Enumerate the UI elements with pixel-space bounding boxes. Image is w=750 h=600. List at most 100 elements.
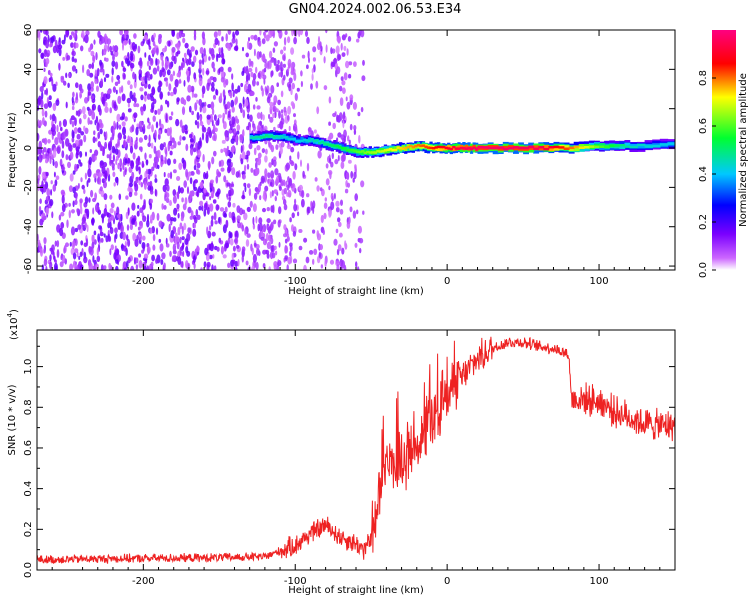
noise-speck — [256, 188, 260, 195]
ridge-segment — [469, 147, 474, 150]
noise-speck — [275, 63, 280, 72]
ridge-segment — [269, 134, 274, 138]
ridge-segment — [386, 148, 390, 154]
ridge-segment — [388, 148, 393, 151]
noise-speck — [57, 131, 61, 140]
noise-speck — [147, 185, 152, 191]
noise-speck — [231, 259, 236, 264]
noise-speck — [253, 34, 258, 41]
noise-speck — [286, 233, 290, 238]
noise-speck — [259, 120, 263, 126]
noise-speck — [79, 151, 83, 158]
ridge-segment — [411, 145, 415, 149]
noise-speck — [133, 97, 137, 104]
noise-speck — [323, 56, 326, 64]
noise-speck — [240, 82, 244, 88]
ridge-segment — [583, 146, 590, 149]
noise-speck — [330, 47, 333, 55]
ridge-segment — [401, 147, 405, 151]
noise-speck — [235, 171, 240, 178]
spectrogram-x-tick-label: 0 — [444, 276, 450, 287]
noise-speck — [243, 212, 248, 221]
noise-speck — [274, 168, 279, 176]
noise-speck — [355, 261, 358, 268]
noise-speck — [57, 44, 63, 50]
noise-speck — [138, 60, 143, 67]
noise-speck — [156, 47, 159, 54]
noise-speck — [92, 255, 95, 263]
noise-speck — [328, 185, 331, 191]
noise-speck — [40, 99, 44, 108]
noise-speck — [89, 44, 92, 51]
noise-speck — [115, 89, 118, 95]
noise-speck — [173, 140, 177, 149]
noise-speck — [88, 63, 92, 69]
noise-speck — [211, 231, 216, 237]
noise-speck — [242, 130, 245, 137]
noise-speck — [323, 85, 328, 91]
noise-speck — [118, 86, 122, 94]
noise-speck — [62, 56, 66, 61]
noise-speck — [225, 78, 229, 86]
ridge-segment — [573, 146, 580, 152]
ridge-segment — [373, 151, 377, 154]
noise-speck — [290, 47, 295, 55]
noise-speck — [203, 187, 207, 194]
noise-speck — [290, 161, 295, 167]
noise-speck — [156, 212, 160, 221]
noise-speck — [72, 252, 77, 260]
noise-speck — [159, 91, 164, 100]
ridge-segment — [462, 147, 466, 150]
ridge-segment — [285, 136, 289, 139]
noise-speck — [307, 206, 311, 214]
noise-speck — [113, 120, 116, 129]
noise-speck — [87, 178, 91, 183]
noise-speck — [308, 250, 314, 255]
colorbar-label: Normalized spectral amplitude — [738, 73, 749, 227]
noise-speck — [65, 138, 70, 147]
noise-speck — [40, 248, 43, 257]
noise-speck — [211, 108, 215, 116]
noise-speck — [353, 125, 357, 131]
noise-speck — [75, 82, 79, 89]
noise-speck — [91, 234, 94, 243]
noise-speck — [110, 51, 114, 56]
noise-speck — [124, 158, 128, 164]
noise-speck — [146, 93, 151, 100]
noise-speck — [75, 110, 78, 116]
noise-speck — [272, 105, 277, 112]
noise-speck — [248, 188, 252, 196]
ridge-segment — [452, 146, 456, 152]
ridge-segment — [343, 147, 347, 150]
noise-speck — [288, 192, 292, 198]
ridge-segment — [424, 145, 428, 149]
noise-speck — [125, 195, 129, 200]
noise-speck — [205, 131, 209, 139]
noise-speck — [147, 168, 152, 175]
noise-speck — [267, 178, 270, 184]
noise-speck — [115, 143, 118, 149]
noise-speck — [163, 205, 167, 210]
noise-speck — [241, 246, 246, 253]
noise-speck — [99, 122, 104, 129]
noise-speck — [352, 101, 357, 110]
ridge-segment — [371, 151, 375, 154]
noise-speck — [223, 213, 227, 218]
noise-speck — [45, 195, 50, 203]
noise-speck — [214, 37, 219, 46]
noise-speck — [89, 72, 94, 78]
ridge-segment — [381, 150, 385, 153]
noise-speck — [320, 214, 324, 224]
noise-speck — [236, 215, 241, 222]
noise-speck — [51, 211, 54, 219]
noise-speck — [346, 101, 351, 110]
noise-speck — [246, 206, 251, 212]
noise-speck — [215, 204, 220, 211]
noise-speck — [184, 197, 188, 206]
noise-speck — [112, 166, 115, 171]
noise-speck — [142, 124, 146, 130]
noise-speck — [336, 114, 339, 123]
noise-speck — [75, 146, 80, 153]
snr-y-tick-label: 0.2 — [23, 521, 34, 537]
noise-speck — [193, 165, 197, 171]
